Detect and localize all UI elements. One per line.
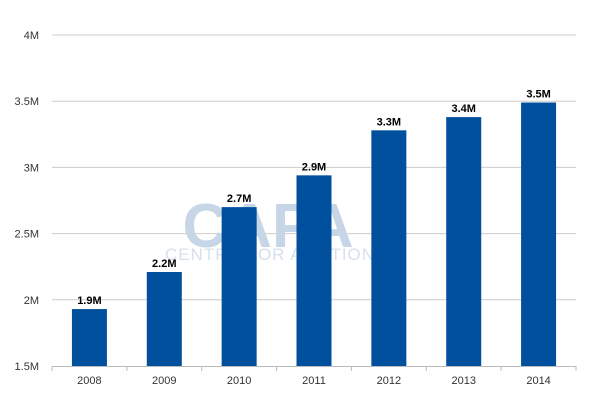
data-label-2014: 3.5M	[526, 89, 550, 101]
bar-2010	[221, 207, 257, 366]
y-tick-label: 1.5M	[15, 361, 39, 373]
x-tick-label-2012: 2012	[377, 375, 401, 387]
data-label-2011: 2.9M	[302, 161, 326, 173]
bar-2014	[521, 102, 557, 367]
data-label-2010: 2.7M	[227, 193, 251, 205]
data-labels: 1.9M 2.2M 2.7M 2.9M 3.3M 3.4M 3.5M	[77, 89, 551, 308]
x-tick-label-2008: 2008	[77, 375, 101, 387]
data-label-2012: 3.3M	[377, 116, 401, 128]
data-label-2009: 2.2M	[152, 258, 176, 270]
capa-watermark: CAPA CENTRE FOR AVIATION	[165, 192, 375, 264]
bar-2011	[296, 175, 332, 366]
data-label-2008: 1.9M	[77, 295, 101, 307]
gridlines	[52, 34, 576, 301]
y-axis: 1.5M 2M 2.5M 3M 3.5M 4M	[15, 30, 39, 373]
bars	[71, 102, 557, 367]
data-label-2013: 3.4M	[451, 103, 475, 115]
bar-2008	[71, 309, 107, 366]
x-tick-label-2013: 2013	[451, 375, 475, 387]
y-tick-label: 2.5M	[15, 229, 39, 241]
x-tick-label-2010: 2010	[227, 375, 251, 387]
bar-2013	[446, 117, 482, 366]
x-axis: 2008 2009 2010 2011 2012 2013 2014	[51, 366, 577, 387]
y-tick-label: 3.5M	[15, 96, 39, 108]
y-tick-label: 4M	[24, 30, 39, 42]
bar-2012	[371, 130, 407, 366]
watermark-subtitle: CENTRE FOR AVIATION	[165, 245, 375, 264]
x-tick-label-2011: 2011	[302, 375, 326, 387]
y-tick-label: 3M	[24, 162, 39, 174]
bar-2009	[146, 271, 182, 366]
y-tick-label: 2M	[24, 295, 39, 307]
x-tick-label-2014: 2014	[526, 375, 550, 387]
x-tick-label-2009: 2009	[152, 375, 176, 387]
